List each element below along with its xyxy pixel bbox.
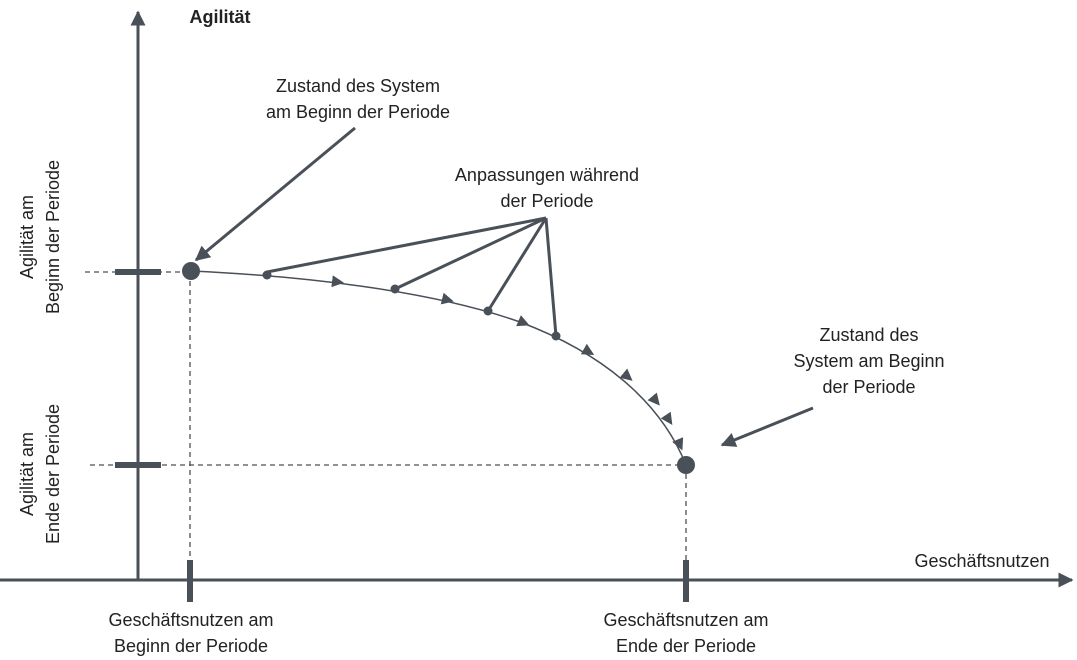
y-tick-label: Agilität am	[17, 432, 37, 516]
end-point	[677, 456, 695, 474]
start-point	[182, 262, 200, 280]
start-callout	[194, 126, 356, 262]
x-tick-label: Ende der Periode	[616, 636, 756, 656]
adjustment-callout	[266, 216, 558, 337]
annotation: der Periode	[822, 377, 915, 397]
annotation: Zustand des System	[276, 76, 440, 96]
x-tick-label: Beginn der Periode	[114, 636, 268, 656]
x-axis-label: Geschäftsnutzen	[914, 551, 1049, 571]
x-tick-label: Geschäftsnutzen am	[108, 610, 273, 630]
y-axis-label: Agilität	[190, 7, 251, 27]
annotation: Anpassungen während	[455, 165, 639, 185]
y-tick-label: Beginn der Periode	[43, 160, 63, 314]
annotation: System am Beginn	[793, 351, 944, 371]
y-tick-label: Ende der Periode	[43, 404, 63, 544]
y-tick-label: Agilität am	[17, 195, 37, 279]
annotation: der Periode	[500, 191, 593, 211]
x-tick-label: Geschäftsnutzen am	[603, 610, 768, 630]
annotation: am Beginn der Periode	[266, 102, 450, 122]
trajectory	[190, 270, 687, 466]
annotation: Zustand des	[819, 325, 918, 345]
end-callout	[720, 406, 814, 447]
direction-arrows	[331, 275, 684, 451]
